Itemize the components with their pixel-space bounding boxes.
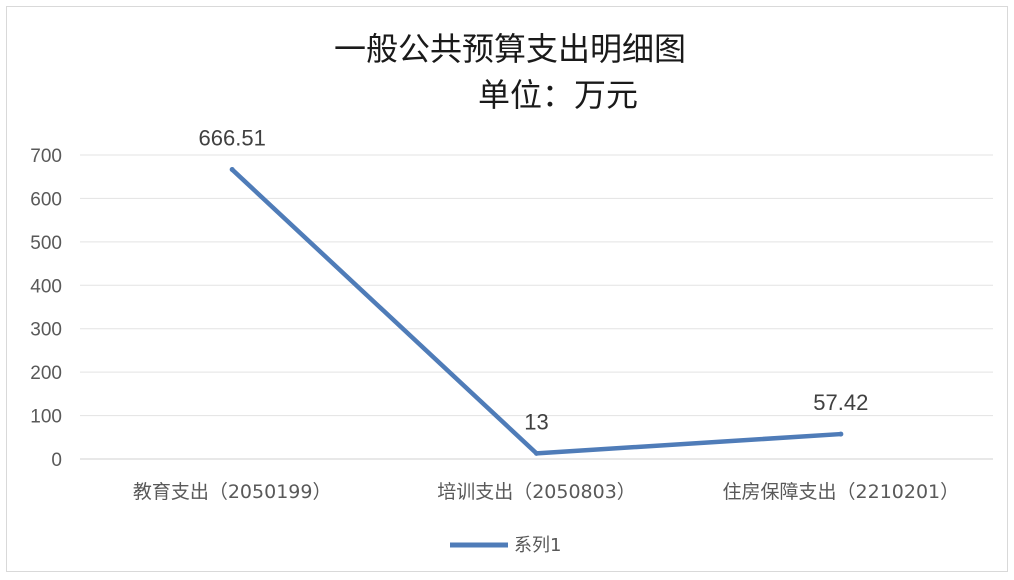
data-label: 666.51	[199, 126, 266, 151]
y-tick-label: 0	[51, 450, 62, 471]
x-category-label: 住房保障支出（2210201）	[723, 481, 960, 503]
data-label: 13	[524, 409, 548, 434]
chart-frame	[6, 6, 1008, 572]
y-tick-label: 200	[30, 363, 62, 384]
y-tick-label: 700	[30, 146, 62, 167]
y-tick-label: 100	[30, 407, 62, 428]
y-tick-label: 300	[30, 320, 62, 341]
chart-title-line1: 一般公共预算支出明细图	[334, 30, 686, 68]
x-category-label: 教育支出（2050199）	[133, 481, 332, 503]
y-tick-label: 400	[30, 276, 62, 297]
data-point	[229, 167, 235, 173]
y-tick-label: 600	[30, 189, 62, 210]
legend-label: 系列1	[514, 535, 561, 556]
data-point	[534, 450, 539, 456]
data-point	[838, 431, 844, 437]
y-tick-label: 500	[30, 233, 62, 254]
x-category-label: 培训支出（2050803）	[437, 481, 636, 503]
data-label: 57.42	[813, 390, 868, 415]
chart-title-line2: 单位：万元	[478, 76, 638, 114]
